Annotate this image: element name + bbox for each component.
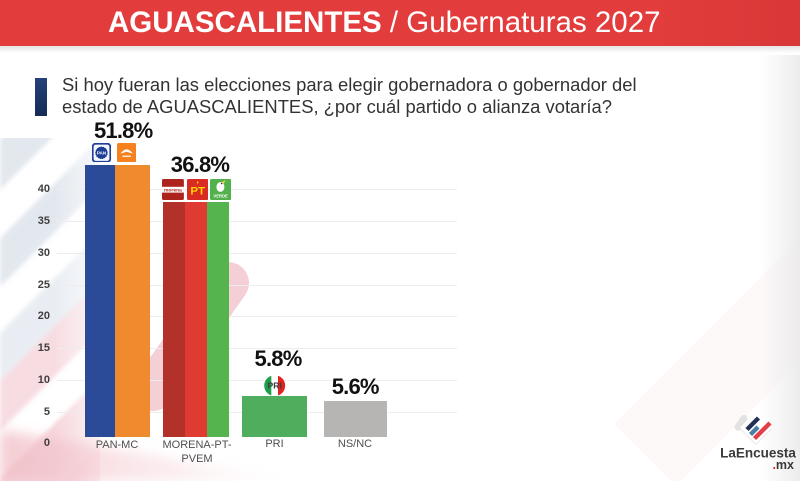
- svg-text:morena: morena: [164, 187, 182, 193]
- svg-text:PAN: PAN: [97, 150, 107, 155]
- svg-text:PRI: PRI: [268, 381, 282, 391]
- svg-text:PT: PT: [190, 185, 205, 197]
- svg-text:VERDE: VERDE: [214, 193, 229, 198]
